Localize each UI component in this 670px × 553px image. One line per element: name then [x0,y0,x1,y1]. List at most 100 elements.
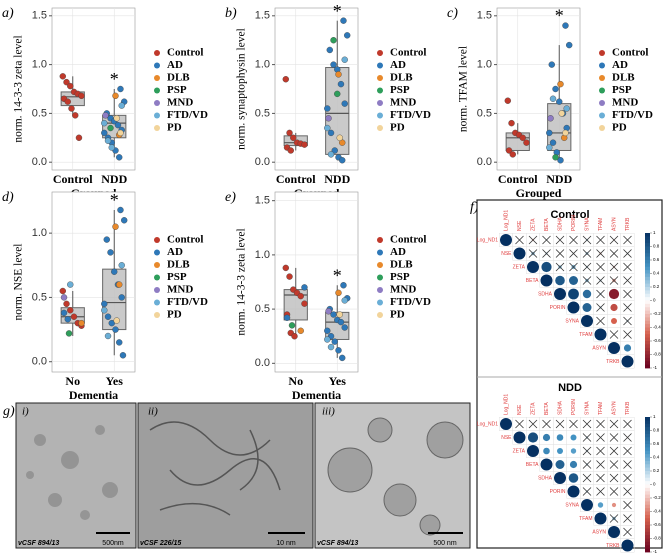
correlation-circle [569,460,578,469]
insignificant-cross [623,262,632,272]
data-point [104,137,112,144]
legend-label: AD [167,59,183,71]
data-point [327,129,335,137]
panel-label: d) [2,190,14,205]
legend-label: FTD/VD [167,296,208,308]
colorbar-step [645,514,650,519]
colorbar-step [645,293,650,298]
data-point [60,294,68,301]
insignificant-cross [609,262,619,272]
row-label: BETA [526,278,539,284]
data-point [287,147,294,154]
y-tick-label: 0.5 [255,303,270,315]
data-point [548,61,555,68]
data-point [68,105,75,112]
insignificant-cross [596,487,605,496]
colorbar-label: 0.4 [653,271,660,276]
texture [327,417,464,536]
data-point [341,56,348,63]
legend-label: PSP [167,84,187,96]
legend-label: Control [612,47,648,59]
panel-label: a) [2,6,14,21]
legend-swatch [377,62,383,69]
insignificant-cross [542,235,551,245]
x-tick-label: No [288,374,303,388]
data-point [288,322,296,329]
colorbar-step [645,427,650,431]
colorbar-step [645,541,650,546]
box [325,311,350,340]
data-point [331,147,338,154]
correlation-circle [594,328,607,341]
x-tick-label: NDD [101,172,127,186]
correlation-circle [527,261,539,273]
data-point [331,338,338,345]
row-label: SDHA [538,475,553,481]
insignificant-cross [596,460,605,469]
insignificant-cross [582,276,592,285]
data-point [504,97,511,104]
row-label: TFAM [579,516,592,522]
insignificant-cross [609,487,619,496]
data-point [330,61,337,68]
colorbar-step [645,327,650,332]
colorbar-label: 1 [653,414,656,419]
colorbar-step [645,464,650,469]
data-point [558,110,565,117]
colorbar-step [645,454,650,458]
legend-label: FTD/VD [390,109,431,121]
data-point [519,134,526,141]
legend-label: FTD/VD [390,296,431,308]
data-point [118,262,125,269]
legend-swatch [599,75,605,81]
insignificant-cross [623,235,632,245]
data-point [112,92,119,100]
column-label: SYNA [584,217,590,231]
data-point [116,154,123,161]
data-point [301,284,308,291]
micrograph-label: ii) [148,406,158,418]
column-label: ZETA [530,218,536,231]
insignificant-cross [596,289,605,299]
colorbar-label: -0.4 [653,509,661,514]
data-point [337,318,345,326]
data-point [291,333,298,340]
insignificant-cross [609,330,619,339]
data-point [113,115,120,122]
legend-swatch [154,262,160,268]
insignificant-cross [596,473,605,483]
colorbar-step [645,280,650,285]
row-label: BETA [526,462,539,468]
colorbar-label: 0 [653,298,656,303]
correlation-circle [621,539,634,552]
row-label: SYNA [565,502,579,508]
y-tick-label: 0.5 [32,291,47,303]
legend-swatch [599,100,605,106]
cell [620,354,635,369]
data-point [59,73,66,80]
insignificant-cross [609,419,619,429]
colorbar-step [645,535,650,539]
legend-swatch [154,312,160,318]
x-axis-label: Dementia [69,388,118,402]
legend-label: AD [167,246,183,258]
insignificant-cross [555,419,565,429]
insignificant-cross [542,419,551,429]
data-point [117,129,124,137]
row-label: NSE [501,435,512,441]
colorbar-label: 0.2 [653,468,660,473]
legend-swatch [599,87,605,94]
legend-label: PSP [390,271,410,283]
micrograph-label: i) [22,406,29,418]
correlation-circle [567,485,580,498]
colorbar-step [645,481,650,485]
legend-swatch [154,237,160,243]
correlation-circle [621,355,634,368]
legend-swatch [377,75,383,81]
colorbar-step [645,256,650,261]
legend-swatch [377,287,383,293]
data-point [336,311,343,318]
column-label: TRKB [625,217,631,231]
legend-label: DLB [390,72,413,84]
colorbar-step [645,246,650,251]
